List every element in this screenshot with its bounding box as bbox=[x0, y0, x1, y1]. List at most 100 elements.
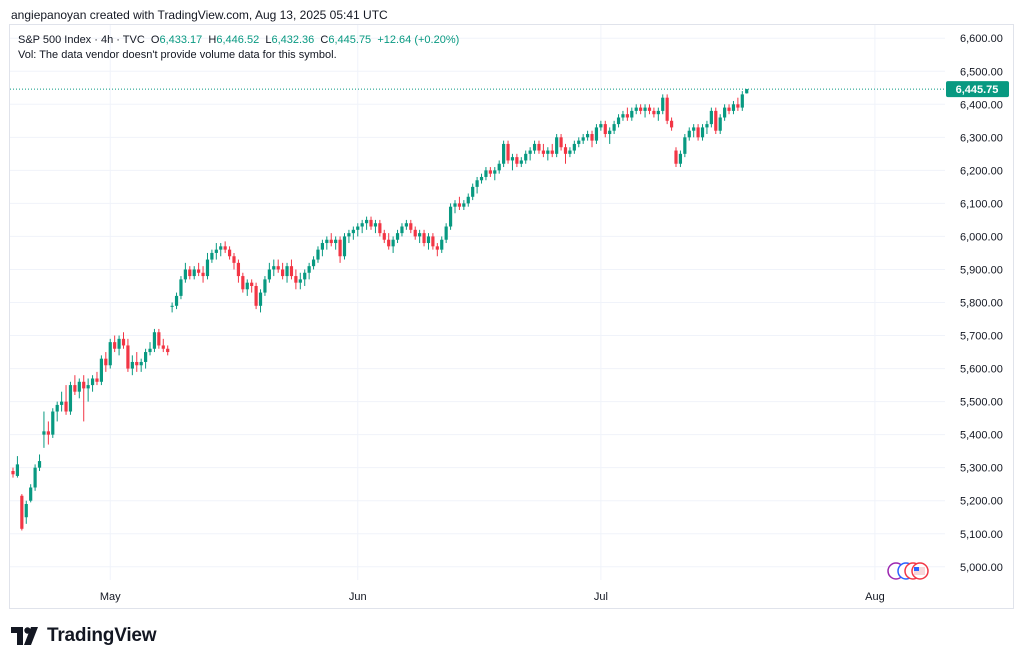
candle[interactable] bbox=[24, 500, 28, 524]
candle[interactable] bbox=[674, 147, 678, 168]
candle[interactable] bbox=[148, 342, 152, 356]
candle[interactable] bbox=[484, 167, 488, 181]
candle[interactable] bbox=[139, 358, 143, 372]
candle[interactable] bbox=[356, 223, 360, 237]
candle[interactable] bbox=[232, 252, 236, 270]
candle[interactable] bbox=[126, 338, 130, 372]
candle[interactable] bbox=[621, 110, 625, 121]
candle[interactable] bbox=[387, 233, 391, 250]
candle[interactable] bbox=[73, 375, 77, 395]
candle[interactable] bbox=[448, 203, 453, 230]
candle[interactable] bbox=[378, 219, 382, 237]
candle[interactable] bbox=[289, 259, 294, 280]
candle[interactable] bbox=[647, 104, 652, 115]
candle[interactable] bbox=[121, 332, 126, 349]
candle[interactable] bbox=[435, 243, 439, 257]
candle[interactable] bbox=[616, 114, 621, 128]
candle[interactable] bbox=[418, 229, 422, 244]
candle[interactable] bbox=[179, 276, 183, 300]
candle[interactable] bbox=[267, 262, 271, 283]
candle[interactable] bbox=[643, 104, 647, 118]
candle[interactable] bbox=[625, 107, 629, 121]
candle[interactable] bbox=[55, 401, 59, 422]
candle[interactable] bbox=[665, 94, 669, 125]
candle[interactable] bbox=[227, 246, 232, 260]
candle[interactable] bbox=[86, 378, 90, 402]
candle[interactable] bbox=[391, 236, 395, 253]
candle[interactable] bbox=[307, 262, 311, 280]
candle[interactable] bbox=[325, 236, 329, 250]
candle[interactable] bbox=[599, 120, 603, 131]
candle[interactable] bbox=[413, 226, 417, 240]
candle[interactable] bbox=[546, 147, 550, 161]
candle[interactable] bbox=[457, 196, 462, 210]
candle[interactable] bbox=[612, 120, 616, 135]
candle[interactable] bbox=[272, 259, 276, 277]
candle[interactable] bbox=[214, 243, 218, 260]
candle[interactable] bbox=[201, 266, 205, 283]
candle[interactable] bbox=[263, 276, 267, 296]
candle[interactable] bbox=[60, 391, 64, 412]
candle[interactable] bbox=[736, 97, 740, 111]
candle[interactable] bbox=[157, 328, 161, 349]
candle[interactable] bbox=[400, 223, 404, 237]
candle[interactable] bbox=[82, 375, 86, 422]
candle[interactable] bbox=[559, 134, 563, 151]
candle[interactable] bbox=[320, 239, 324, 257]
candle[interactable] bbox=[197, 262, 201, 277]
candle[interactable] bbox=[426, 233, 431, 250]
candle[interactable] bbox=[192, 266, 196, 280]
candle[interactable] bbox=[365, 216, 369, 230]
candle[interactable] bbox=[311, 256, 316, 270]
candle[interactable] bbox=[687, 127, 691, 141]
candle[interactable] bbox=[524, 150, 528, 164]
candle[interactable] bbox=[471, 183, 475, 201]
candle[interactable] bbox=[223, 241, 227, 253]
candle[interactable] bbox=[506, 140, 510, 164]
candle[interactable] bbox=[528, 147, 532, 161]
candle[interactable] bbox=[502, 140, 506, 168]
candle[interactable] bbox=[29, 484, 33, 503]
candle[interactable] bbox=[174, 292, 179, 310]
candle[interactable] bbox=[453, 200, 457, 214]
candle[interactable] bbox=[541, 143, 545, 158]
candle[interactable] bbox=[603, 120, 607, 138]
candle[interactable] bbox=[382, 229, 386, 244]
candle[interactable] bbox=[236, 259, 241, 283]
candle[interactable] bbox=[254, 282, 258, 310]
candle[interactable] bbox=[634, 104, 638, 115]
candle[interactable] bbox=[723, 104, 727, 121]
candle[interactable] bbox=[130, 355, 134, 376]
candle[interactable] bbox=[316, 246, 320, 263]
candle[interactable] bbox=[510, 153, 515, 171]
candle[interactable] bbox=[683, 134, 687, 158]
candle[interactable] bbox=[652, 107, 656, 118]
candle[interactable] bbox=[444, 223, 448, 244]
candle[interactable] bbox=[462, 200, 466, 210]
candle[interactable] bbox=[714, 107, 718, 135]
candle[interactable] bbox=[594, 124, 599, 144]
candle[interactable] bbox=[117, 335, 121, 356]
candle[interactable] bbox=[95, 371, 99, 386]
candle[interactable] bbox=[294, 269, 298, 290]
candle[interactable] bbox=[678, 150, 683, 168]
candle[interactable] bbox=[68, 381, 73, 415]
candle[interactable] bbox=[37, 454, 42, 471]
candle[interactable] bbox=[99, 355, 103, 386]
candle[interactable] bbox=[572, 140, 576, 154]
candle[interactable] bbox=[700, 124, 705, 141]
candle[interactable] bbox=[590, 130, 594, 148]
candle[interactable] bbox=[104, 352, 108, 372]
candle[interactable] bbox=[42, 411, 46, 448]
candle[interactable] bbox=[608, 127, 612, 144]
candle[interactable] bbox=[705, 120, 709, 135]
candle[interactable] bbox=[466, 193, 470, 207]
candle[interactable] bbox=[334, 236, 338, 250]
candle[interactable] bbox=[440, 236, 444, 253]
candle[interactable] bbox=[258, 289, 263, 313]
candle[interactable] bbox=[555, 134, 559, 158]
candle[interactable] bbox=[537, 140, 541, 154]
candle[interactable] bbox=[303, 269, 307, 286]
candle[interactable] bbox=[33, 464, 37, 491]
candle[interactable] bbox=[422, 229, 426, 247]
